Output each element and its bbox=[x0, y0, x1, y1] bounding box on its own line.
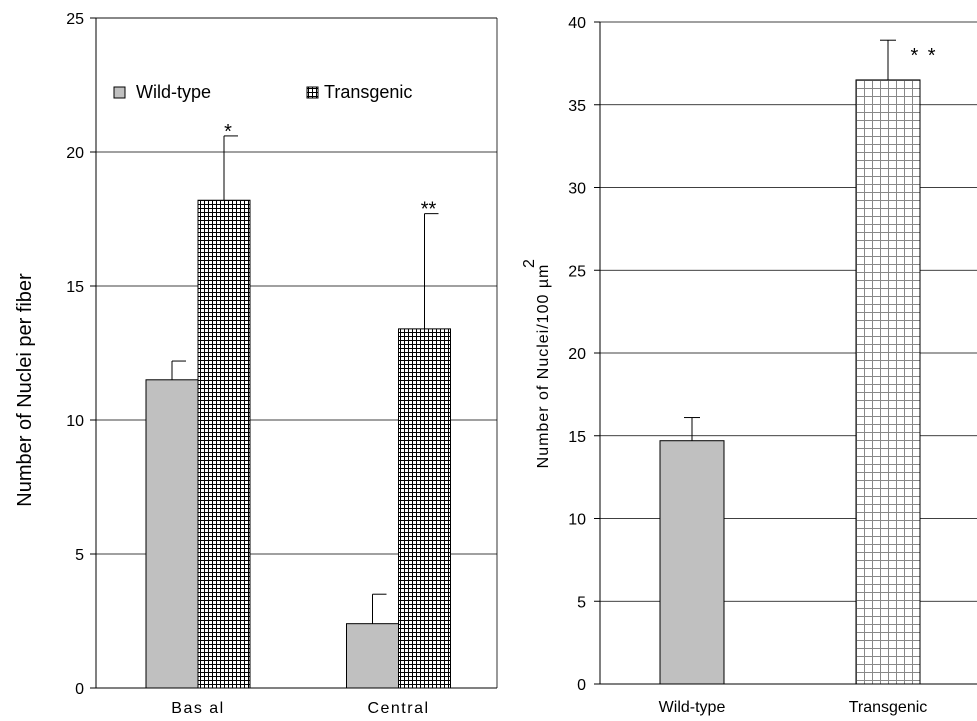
chart-nuclei-per-area: 0 5 10 15 20 25 30 35 40 Wild-type Transgenic * *… bbox=[521, 15, 977, 716]
significance-marker: * bbox=[224, 121, 232, 143]
bar-central-transgenic bbox=[398, 328, 451, 689]
right-bars bbox=[659, 39, 921, 685]
legend-swatch-transgenic bbox=[306, 86, 319, 99]
left-axes bbox=[90, 17, 498, 689]
right-category-label: Transgenic bbox=[849, 699, 928, 716]
left-tick-labels: 0 5 10 15 20 25 bbox=[66, 11, 84, 698]
left-y-tick-label: 10 bbox=[66, 413, 84, 430]
left-category-label: Bas al bbox=[171, 700, 224, 717]
bar-wild-type bbox=[659, 440, 725, 685]
right-y-tick-label: 15 bbox=[568, 429, 586, 446]
significance-marker: * * bbox=[910, 45, 937, 67]
right-y-axis-label: Number of Nuclei/100 µm bbox=[535, 264, 552, 469]
left-y-tick-label: 5 bbox=[75, 547, 84, 564]
left-bars bbox=[145, 135, 451, 689]
legend-label-wild-type: Wild-type bbox=[136, 82, 211, 102]
right-y-axis-label-group: Number of Nuclei/100 µm 2 bbox=[521, 259, 552, 468]
bar-central-wild-type bbox=[346, 623, 399, 689]
left-y-tick-label: 15 bbox=[66, 279, 84, 296]
right-y-axis-label-superscript: 2 bbox=[521, 259, 538, 268]
right-category-label: Wild-type bbox=[659, 699, 726, 716]
left-y-axis-label: Number of Nuclei per fiber bbox=[14, 273, 36, 507]
right-y-tick-label: 5 bbox=[577, 594, 586, 611]
legend-label-transgenic: Transgenic bbox=[324, 82, 412, 102]
legend-swatch-wild-type bbox=[113, 86, 126, 99]
right-y-tick-label: 0 bbox=[577, 677, 586, 694]
bar-basal-transgenic bbox=[197, 199, 251, 689]
left-legend: Wild-type Transgenic bbox=[113, 82, 412, 102]
right-y-tick-label: 10 bbox=[568, 512, 586, 529]
right-y-tick-label: 35 bbox=[568, 98, 586, 115]
bar-basal-wild-type bbox=[145, 379, 199, 689]
left-y-tick-label: 20 bbox=[66, 145, 84, 162]
left-annotations: *** bbox=[224, 121, 436, 221]
right-axes bbox=[594, 21, 977, 685]
right-y-tick-label: 25 bbox=[568, 263, 586, 280]
left-y-tick-label: 25 bbox=[66, 11, 84, 28]
right-y-tick-label: 20 bbox=[568, 346, 586, 363]
right-category-labels: Wild-type Transgenic bbox=[659, 699, 928, 716]
significance-marker: ** bbox=[421, 199, 437, 221]
right-annotations: * * bbox=[910, 45, 937, 67]
right-y-tick-label: 40 bbox=[568, 15, 586, 32]
right-tick-labels: 0 5 10 15 20 25 30 35 40 bbox=[568, 15, 586, 694]
bar-transgenic bbox=[855, 79, 921, 685]
left-y-tick-label: 0 bbox=[75, 681, 84, 698]
left-category-labels: Bas al Central bbox=[171, 700, 429, 717]
right-y-tick-label: 30 bbox=[568, 181, 586, 198]
left-category-label: Central bbox=[367, 700, 429, 717]
